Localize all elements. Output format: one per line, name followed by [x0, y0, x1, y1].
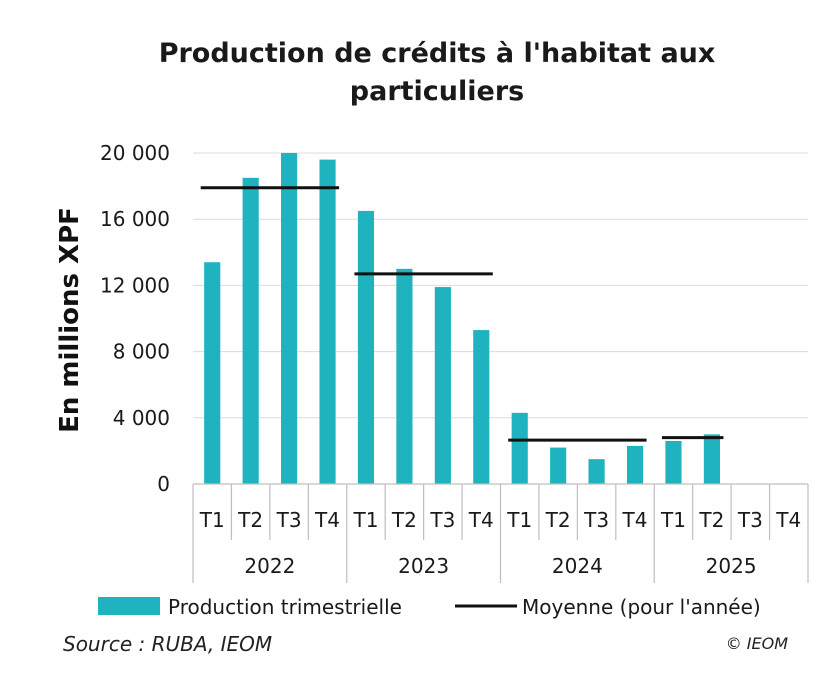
- x-tick-label: T4: [314, 508, 340, 532]
- bar: [665, 440, 682, 484]
- x-year-label: 2022: [244, 554, 295, 578]
- y-tick-label: 12 000: [100, 273, 170, 297]
- chart-title-line-1: Production de crédits à l'habitat aux: [159, 38, 716, 69]
- legend-swatch-bars: [98, 597, 160, 615]
- x-tick-label: T2: [698, 508, 724, 532]
- x-tick-label: T3: [276, 508, 302, 532]
- average-lines: [200, 186, 724, 442]
- bar: [434, 287, 451, 484]
- bars: [204, 153, 720, 485]
- x-tick-label: T1: [199, 508, 225, 532]
- y-tick-label: 4 000: [113, 406, 170, 430]
- x-tick-label: T2: [545, 508, 571, 532]
- x-tick-label: T1: [506, 508, 532, 532]
- legend: Production trimestrielle Moyenne (pour l…: [98, 595, 761, 619]
- y-tick-label: 20 000: [100, 141, 170, 165]
- y-tick-label: 0: [157, 472, 170, 496]
- bar: [703, 434, 720, 484]
- x-tick-label: T3: [429, 508, 455, 532]
- x-year-label: 2023: [398, 554, 449, 578]
- y-tick-label: 8 000: [113, 340, 170, 364]
- bar: [396, 268, 413, 484]
- x-year-label: 2024: [552, 554, 603, 578]
- bar: [319, 159, 336, 484]
- bar: [242, 177, 259, 484]
- x-tick-label: T3: [583, 508, 609, 532]
- x-axis: T1 T2 T3 T4 T1 T2 T3 T4 T1 T2 T3 T4 T1 T2 T3 T4 2022 2023…: [192, 483, 809, 583]
- source-note: Source : RUBA, IEOM: [63, 632, 272, 656]
- chart-title-line-2: particuliers: [350, 76, 524, 107]
- x-tick-label: T2: [391, 508, 417, 532]
- bar: [473, 330, 490, 484]
- bar: [281, 153, 298, 484]
- x-tick-label: T2: [237, 508, 263, 532]
- x-tick-label: T4: [622, 508, 648, 532]
- legend-label-average: Moyenne (pour l'année): [522, 595, 761, 619]
- bar: [204, 262, 221, 484]
- y-tick-label: 16 000: [100, 207, 170, 231]
- x-tick-label: T4: [468, 508, 494, 532]
- legend-label-bars: Production trimestrielle: [168, 595, 402, 619]
- x-year-label: 2025: [706, 554, 757, 578]
- bar: [626, 445, 644, 484]
- bar: [357, 210, 375, 485]
- bar: [511, 412, 528, 484]
- x-tick-label: T3: [737, 508, 763, 532]
- copyright-note: © IEOM: [726, 634, 789, 653]
- x-tick-label: T1: [660, 508, 686, 532]
- y-axis-label: En millions XPF: [55, 207, 85, 433]
- bar: [550, 447, 567, 484]
- x-tick-label: T1: [352, 508, 378, 532]
- y-tick-labels: 0 4 000 8 000 12 000 16 000 20 000: [100, 141, 170, 496]
- x-tick-label: T4: [775, 508, 801, 532]
- bar: [588, 459, 605, 484]
